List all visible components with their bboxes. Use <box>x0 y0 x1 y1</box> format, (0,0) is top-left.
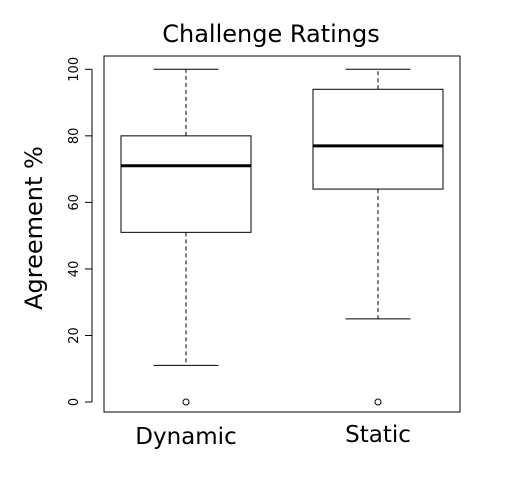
outlier-point <box>182 398 190 406</box>
y-tick-label: 0 <box>67 398 82 406</box>
y-axis: 0 20 40 60 80 100 <box>67 57 93 406</box>
y-tick-label: 60 <box>67 194 82 211</box>
y-tick-label: 80 <box>67 128 82 145</box>
y-tick-label: 20 <box>67 327 82 344</box>
x-category-label: Static <box>345 422 411 448</box>
y-axis-label: Agreement % <box>20 146 48 310</box>
interquartile-box <box>312 88 444 190</box>
box-static <box>312 68 444 406</box>
x-axis-labels: Dynamic Static <box>135 422 411 450</box>
box-series-group <box>120 68 444 406</box>
chart-title: Challenge Ratings <box>162 20 380 48</box>
y-tick-label: 40 <box>67 261 82 278</box>
y-tick-label: 100 <box>67 57 82 82</box>
x-category-label: Dynamic <box>135 424 236 450</box>
box-dynamic <box>120 68 252 406</box>
outlier-point <box>374 398 382 406</box>
plot-frame <box>103 55 461 413</box>
interquartile-box <box>120 135 252 233</box>
